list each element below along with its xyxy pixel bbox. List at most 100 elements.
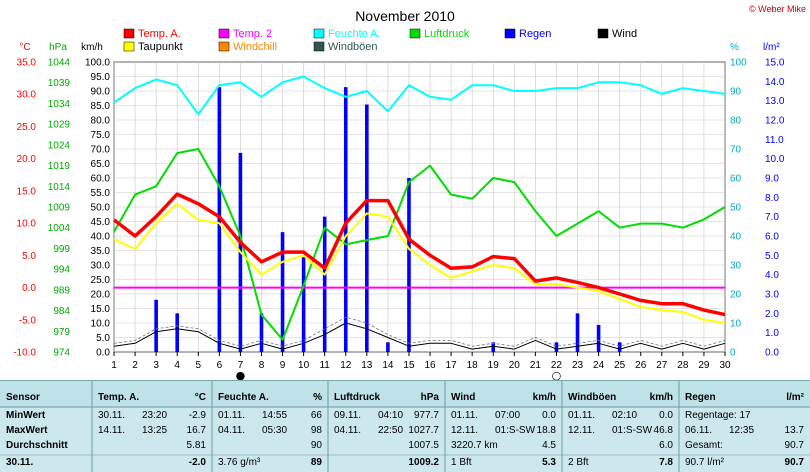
stats-cell-value: 98 <box>311 425 323 436</box>
x-tick-label: 29 <box>698 360 710 371</box>
stats-header-label: Regen <box>685 392 716 403</box>
stats-cell-date: 04.11. <box>218 425 245 436</box>
tick-label: 15.0 <box>765 58 785 69</box>
tick-label: 15.0 <box>91 304 111 315</box>
stats-row-label: 30.11. <box>6 457 33 468</box>
tick-label: 8.0 <box>765 193 779 204</box>
legend-swatch <box>123 28 135 39</box>
stats-cell-time: 05:30 <box>262 425 287 436</box>
stats-cell-value: 6.0 <box>659 440 673 451</box>
moon-marker: ○ <box>552 369 562 380</box>
tick-label: 70 <box>730 145 742 156</box>
tick-label: 11.0 <box>765 135 784 146</box>
x-tick-label: 17 <box>446 360 458 371</box>
tick-label: 994 <box>53 265 70 276</box>
stats-header-bg <box>0 381 810 407</box>
x-tick-label: 26 <box>635 360 647 371</box>
stats-cell-time: 23:20 <box>142 410 167 421</box>
tick-label: 10.0 <box>765 154 785 165</box>
tick-label: 5.0 <box>22 251 36 262</box>
x-tick-label: 22 <box>551 360 563 371</box>
stats-cell-time: 14:55 <box>262 410 287 421</box>
tick-label: 35.0 <box>91 246 111 257</box>
moon-marker: ● <box>236 369 246 380</box>
stats-cell-date: 14.11. <box>98 425 125 436</box>
stats-cell-value: 18.8 <box>537 425 557 436</box>
stats-header-unit: hPa <box>421 392 440 403</box>
x-tick-label: 21 <box>530 360 542 371</box>
tick-label: 1039 <box>48 78 71 89</box>
weather-chart: November 2010 © Weber Mike Temp. A. Temp.… <box>13 4 806 380</box>
x-tick-label: 4 <box>174 360 180 371</box>
stats-header-label: Feuchte A. <box>218 392 269 403</box>
tick-label: 1024 <box>48 140 71 151</box>
legend-label: Feuchte A. <box>328 28 381 40</box>
stats-header-label: Windböen <box>568 392 616 403</box>
tick-label: 1019 <box>48 161 71 172</box>
rain-bar <box>217 87 222 352</box>
stats-cell-value: 0.0 <box>659 410 673 421</box>
tick-label: 14.0 <box>765 77 785 88</box>
x-tick-label: 14 <box>382 360 394 371</box>
tick-label: 1009 <box>48 203 71 214</box>
x-tick-label: 15 <box>403 360 415 371</box>
tick-label: 80.0 <box>91 116 111 127</box>
tick-label: 20.0 <box>91 290 111 301</box>
rain-bar <box>322 216 327 352</box>
tick-label: 13.0 <box>765 96 785 107</box>
stats-cell-value: 1007.5 <box>408 440 439 451</box>
x-tick-label: 23 <box>572 360 584 371</box>
tick-label: 25.0 <box>17 122 37 133</box>
tick-label: 50.0 <box>91 203 111 214</box>
stats-cell-value: 90.7 <box>785 457 805 468</box>
tick-label: 12.0 <box>765 116 785 127</box>
stats-cell-value: 1027.7 <box>408 425 439 436</box>
stats-cell-date: 12.11. <box>451 425 478 436</box>
legend-swatch <box>218 28 230 39</box>
chart-title: November 2010 <box>355 8 455 24</box>
legend-swatch <box>218 41 230 52</box>
legend-swatch <box>504 28 516 39</box>
tick-label: 100.0 <box>85 58 110 69</box>
x-tick-label: 8 <box>259 360 265 371</box>
tick-label: 5.0 <box>765 251 779 262</box>
left-axes: 35.0 30.0 25.0 20.0 15.0 10.0 5.0 0.0 -5.0 -10.0 1… <box>13 58 110 359</box>
rain-bar <box>343 87 348 352</box>
right-axes: 100908070605040302010015.014.013.012.011… <box>730 58 785 359</box>
tick-label: 20.0 <box>17 154 37 165</box>
x-tick-label: 1 <box>111 360 117 371</box>
stats-cell-date: 12.11. <box>568 425 595 436</box>
stats-cell-date: 30.11. <box>98 410 125 421</box>
tick-label: 35.0 <box>17 58 37 69</box>
legend-swatch <box>409 28 421 39</box>
rain-bar <box>575 313 580 352</box>
tick-label: 25.0 <box>91 275 111 286</box>
x-tick-label: 11 <box>319 360 330 371</box>
stats-cell-value: 66 <box>311 410 323 421</box>
stats-cell-value: 7.8 <box>659 457 673 468</box>
stats-cell-time: 02:10 <box>612 410 637 421</box>
rain-bar <box>491 342 496 352</box>
x-tick-label: 28 <box>677 360 689 371</box>
x-tick-label: 20 <box>509 360 521 371</box>
stats-cell-date: 06.11. <box>685 425 712 436</box>
tick-label: 0 <box>730 348 736 359</box>
axis-unit: % <box>730 42 739 53</box>
tick-label: 984 <box>53 306 70 317</box>
x-tick-label: 2 <box>132 360 138 371</box>
legend-swatch <box>123 41 135 52</box>
stats-header-unit: l/m² <box>786 392 804 403</box>
stats-cell-time: 07:00 <box>495 410 520 421</box>
tick-label: 10 <box>730 319 742 330</box>
tick-label: 10.0 <box>17 219 37 230</box>
tick-label: 100 <box>730 58 747 69</box>
tick-label: 15.0 <box>17 186 37 197</box>
tick-label: 45.0 <box>91 217 111 228</box>
legend-label: Windböen <box>328 41 378 53</box>
stats-cell-date: 09.11. <box>334 410 361 421</box>
tick-label: 6.0 <box>765 232 779 243</box>
tick-label: 40 <box>730 232 742 243</box>
tick-label: 60.0 <box>91 174 111 185</box>
legend-swatch <box>313 41 325 52</box>
stats-cell-date: 01.11. <box>568 410 595 421</box>
